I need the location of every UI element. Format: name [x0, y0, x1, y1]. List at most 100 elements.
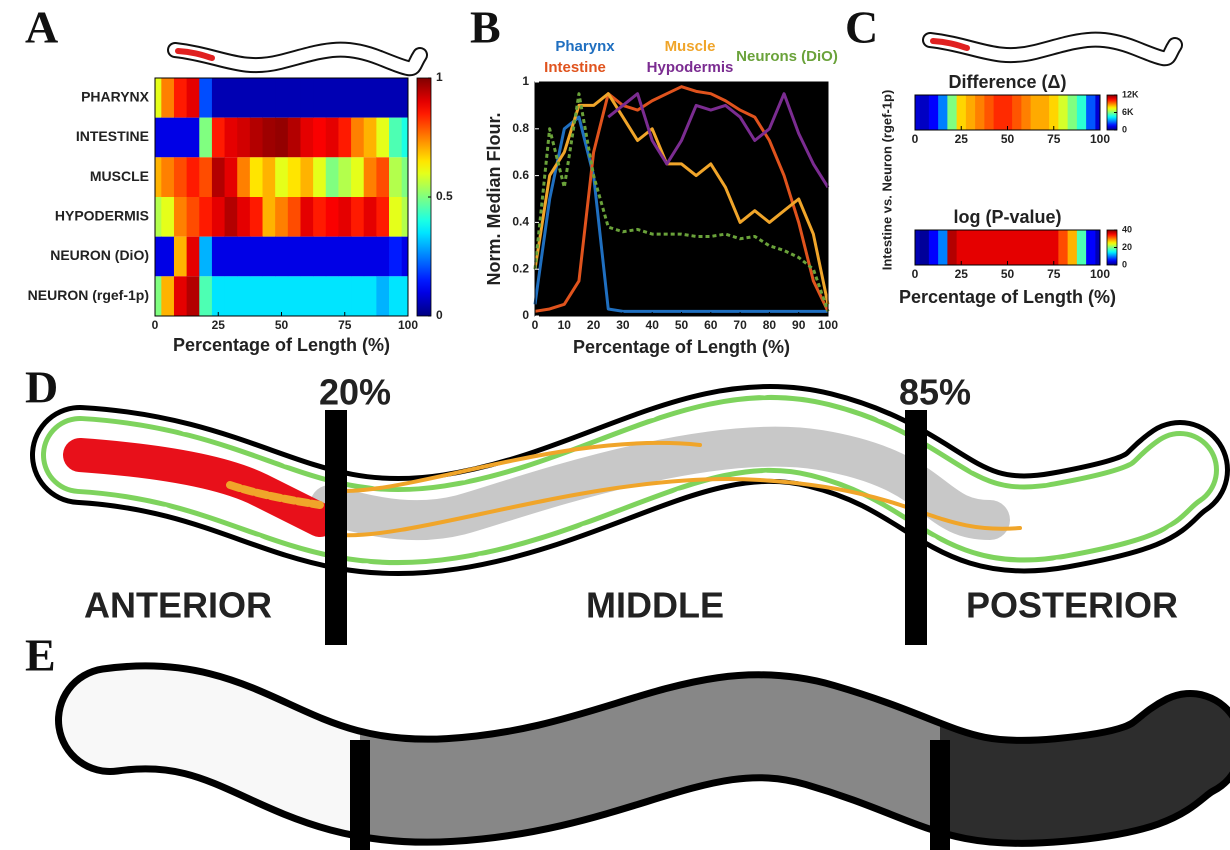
- heatmap-cell: [161, 197, 175, 237]
- heatmap-cell: [300, 236, 314, 277]
- heatmap-cell: [351, 78, 365, 118]
- heatmap-cell: [249, 236, 264, 277]
- x-tick-label: 90: [792, 318, 806, 332]
- x-tick-label: 75: [1047, 132, 1061, 146]
- heatmap-cell: [224, 276, 238, 316]
- heatmap-cell: [199, 236, 213, 277]
- row-label: HYPODERMIS: [55, 208, 149, 224]
- heatmap-cell: [915, 230, 921, 265]
- y-tick-label: 0: [522, 308, 529, 322]
- heatmap-cell: [947, 95, 958, 130]
- heatmap-cell: [262, 117, 276, 158]
- heatmap-cell: [161, 117, 175, 158]
- colorbar-label: 0.5: [436, 189, 453, 203]
- heatmap-cell: [237, 276, 251, 316]
- heatmap-cell: [956, 95, 967, 130]
- heatmap-cell: [351, 197, 365, 237]
- x-axis-title: Percentage of Length (%): [899, 287, 1116, 307]
- heatmap-cell: [376, 157, 390, 197]
- divider-bar: [930, 740, 950, 850]
- heatmap-cell: [993, 95, 1004, 130]
- heatmap-cell: [287, 197, 301, 237]
- heatmap-cell: [363, 197, 377, 237]
- heatmap-cell: [956, 230, 967, 265]
- heatmap-cell: [1058, 230, 1069, 265]
- x-tick-label: 30: [616, 318, 630, 332]
- heatmap-cell: [1021, 230, 1032, 265]
- heatmap-cell: [211, 157, 226, 197]
- heatmap-cell: [351, 276, 365, 316]
- heatmap-cell: [199, 276, 213, 316]
- strip-title: Difference (Δ): [949, 72, 1067, 92]
- heatmap-cell: [186, 157, 200, 197]
- heatmap-cell: [287, 236, 301, 277]
- heatmap-cell: [173, 276, 188, 316]
- heatmap-cell: [351, 236, 365, 277]
- row-label: PHARYNX: [81, 89, 150, 105]
- heatmap-cell: [300, 157, 314, 197]
- heatmap-cell: [155, 236, 162, 277]
- y-tick-label: 0.8: [512, 121, 529, 135]
- x-tick-label: 100: [1090, 132, 1110, 146]
- heatmap-cell: [338, 236, 352, 277]
- heatmap-cell: [186, 236, 200, 277]
- heatmap-cell: [1002, 230, 1013, 265]
- heatmap-cell: [1086, 230, 1096, 265]
- x-tick-label: 10: [558, 318, 572, 332]
- heatmap-cell: [224, 236, 238, 277]
- heatmap-cell: [919, 230, 930, 265]
- heatmap-cell: [351, 117, 365, 158]
- x-tick-label: 0: [912, 267, 919, 281]
- heatmap-cell: [1067, 230, 1078, 265]
- x-tick-label: 40: [646, 318, 660, 332]
- heatmap-cell: [1049, 95, 1059, 130]
- heatmap-cell: [211, 117, 226, 158]
- heatmap-cell: [186, 276, 200, 316]
- x-tick-label: 25: [955, 132, 969, 146]
- y-tick-label: 1: [522, 74, 529, 88]
- heatmap-cell: [1030, 230, 1041, 265]
- heatmap-cell: [300, 78, 314, 118]
- heatmap-cell: [325, 236, 339, 277]
- heatmap-cell: [186, 117, 200, 158]
- heatmap-cell: [1086, 95, 1096, 130]
- heatmap-cell: [938, 95, 948, 130]
- heatmap-cell: [161, 276, 175, 316]
- y-axis-title: Intestine vs. Neuron (rgef-1p): [879, 90, 894, 271]
- heatmap-cell: [249, 78, 264, 118]
- worm-diagram: [30, 383, 1230, 577]
- heatmap-cell: [249, 117, 264, 158]
- heatmap-cell: [401, 197, 409, 237]
- heatmap-cell: [984, 230, 995, 265]
- colorbar-label: 1: [436, 70, 443, 84]
- x-tick-label: 100: [1090, 267, 1110, 281]
- divider-bar: [350, 740, 370, 850]
- heatmap-cell: [186, 78, 200, 118]
- x-tick-label: 100: [818, 318, 838, 332]
- panel-label: D: [25, 362, 58, 413]
- heatmap-cell: [965, 230, 976, 265]
- heatmap-cell: [161, 78, 175, 118]
- heatmap-cell: [275, 276, 289, 316]
- panel-label: A: [25, 2, 58, 53]
- heatmap-cell: [300, 117, 314, 158]
- region-label: ANTERIOR: [84, 585, 272, 626]
- heatmap-cell: [161, 236, 175, 277]
- heatmap-cell: [338, 157, 352, 197]
- heatmap-cell: [993, 230, 1004, 265]
- x-tick-label: 70: [733, 318, 747, 332]
- heatmap-cell: [338, 197, 352, 237]
- heatmap-cell: [300, 197, 314, 237]
- legend-label: Hypodermis: [647, 59, 734, 76]
- heatmap-cell: [376, 78, 390, 118]
- heatmap-cell: [262, 197, 276, 237]
- heatmap-cell: [249, 157, 264, 197]
- heatmap-cell: [313, 197, 327, 237]
- heatmap-cell: [919, 95, 930, 130]
- heatmap-cell: [313, 236, 327, 277]
- y-tick-label: 0.2: [512, 261, 529, 275]
- heatmap-cell: [275, 78, 289, 118]
- heatmap-cell: [199, 197, 213, 237]
- x-tick-label: 75: [338, 318, 352, 332]
